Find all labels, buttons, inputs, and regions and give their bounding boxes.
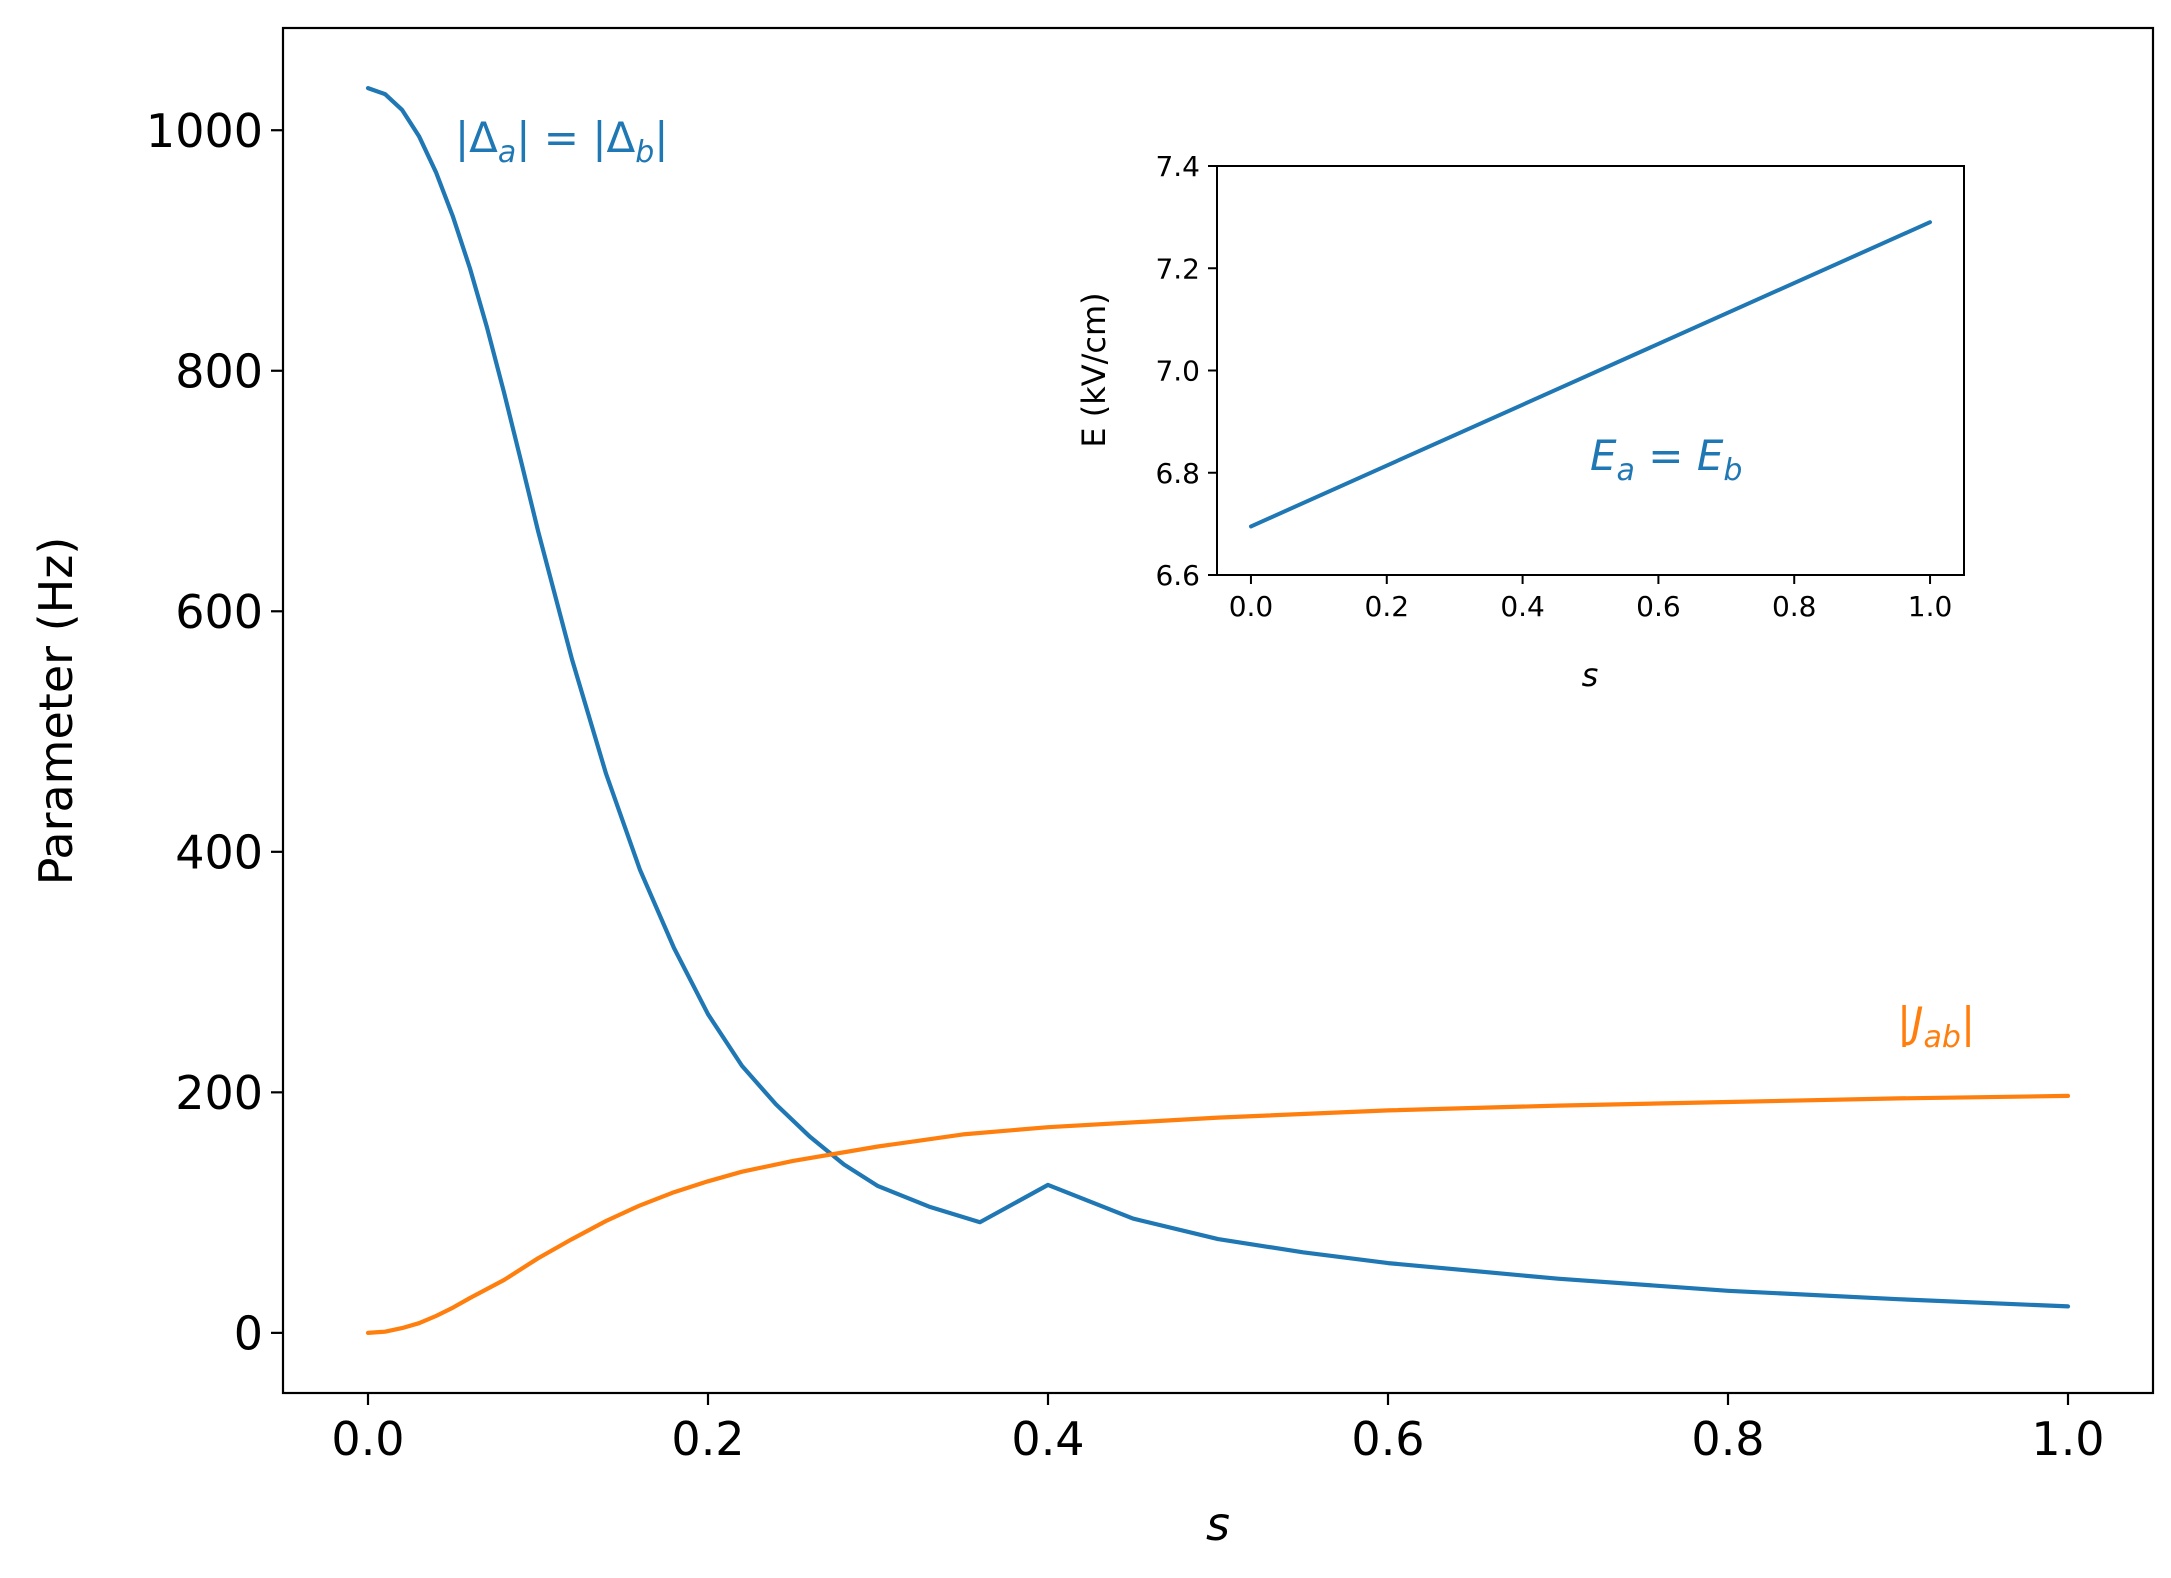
- main-x-tick-label: 0.0: [331, 1412, 404, 1466]
- inset-x-tick-label: 0.6: [1636, 590, 1681, 623]
- inset-y-ticks: 6.6 6.8 7.0 7.2 7.4: [1155, 150, 1217, 592]
- inset-series-line-0: [1249, 220, 1932, 529]
- inset-series-lines: [1249, 220, 1932, 529]
- main-y-ticks: 0 200 400 600 800 1000: [146, 104, 283, 1360]
- main-x-tick-label: 1.0: [2031, 1412, 2104, 1466]
- annotation-jab: |Jab|: [1897, 998, 1975, 1055]
- inset-y-tick-label: 7.4: [1155, 150, 1200, 183]
- annotation-e: Ea = Eb: [1590, 431, 1742, 488]
- main-x-axis-label: s: [1206, 1497, 1230, 1551]
- inset-x-tick-label: 1.0: [1908, 590, 1953, 623]
- main-y-tick-label: 200: [175, 1066, 263, 1120]
- inset-x-tick-label: 0.0: [1229, 590, 1274, 623]
- inset-y-tick-label: 6.8: [1155, 457, 1200, 490]
- inset-x-tick-label: 0.8: [1772, 590, 1817, 623]
- main-y-tick-label: 0: [234, 1306, 263, 1360]
- inset-y-axis-label: E (kV/cm): [1075, 292, 1113, 447]
- inset-x-tick-label: 0.2: [1365, 590, 1410, 623]
- inset-x-tick-label: 0.4: [1500, 590, 1545, 623]
- inset-y-tick-label: 7.2: [1155, 252, 1200, 285]
- main-y-tick-label: 800: [175, 344, 263, 398]
- main-series-lines: [365, 85, 2071, 1336]
- inset-plot: 0.0 0.2 0.4 0.6 0.8 1.0 6.6 6.8 7.0 7.2 7.4 s E (…: [1075, 150, 1965, 694]
- main-x-ticks: 0.0 0.2 0.4 0.6 0.8 1.0: [331, 1393, 2105, 1466]
- main-x-tick-label: 0.2: [671, 1412, 744, 1466]
- main-x-tick-label: 0.4: [1011, 1412, 1084, 1466]
- inset-x-axis-label: s: [1582, 656, 1599, 694]
- main-x-tick-label: 0.8: [1691, 1412, 1764, 1466]
- main-y-tick-label: 400: [175, 825, 263, 879]
- annotation-delta: |Δa| = |Δb|: [455, 113, 668, 170]
- main-x-tick-label: 0.6: [1351, 1412, 1424, 1466]
- main-y-tick-label: 600: [175, 585, 263, 639]
- main-y-tick-label: 1000: [146, 104, 263, 158]
- inset-x-ticks: 0.0 0.2 0.4 0.6 0.8 1.0: [1229, 575, 1953, 623]
- main-series-line-1: [365, 1093, 2071, 1336]
- main-series-line-0: [365, 85, 2071, 1309]
- inset-y-tick-label: 6.6: [1155, 559, 1200, 592]
- main-plot: 0.0 0.2 0.4 0.6 0.8 1.0 0 200 400 600 800 1000 s P…: [29, 26, 2155, 1551]
- inset-y-tick-label: 7.0: [1155, 355, 1200, 388]
- main-y-axis-label: Parameter (Hz): [29, 537, 83, 886]
- main-plot-frame: [281, 26, 2155, 1395]
